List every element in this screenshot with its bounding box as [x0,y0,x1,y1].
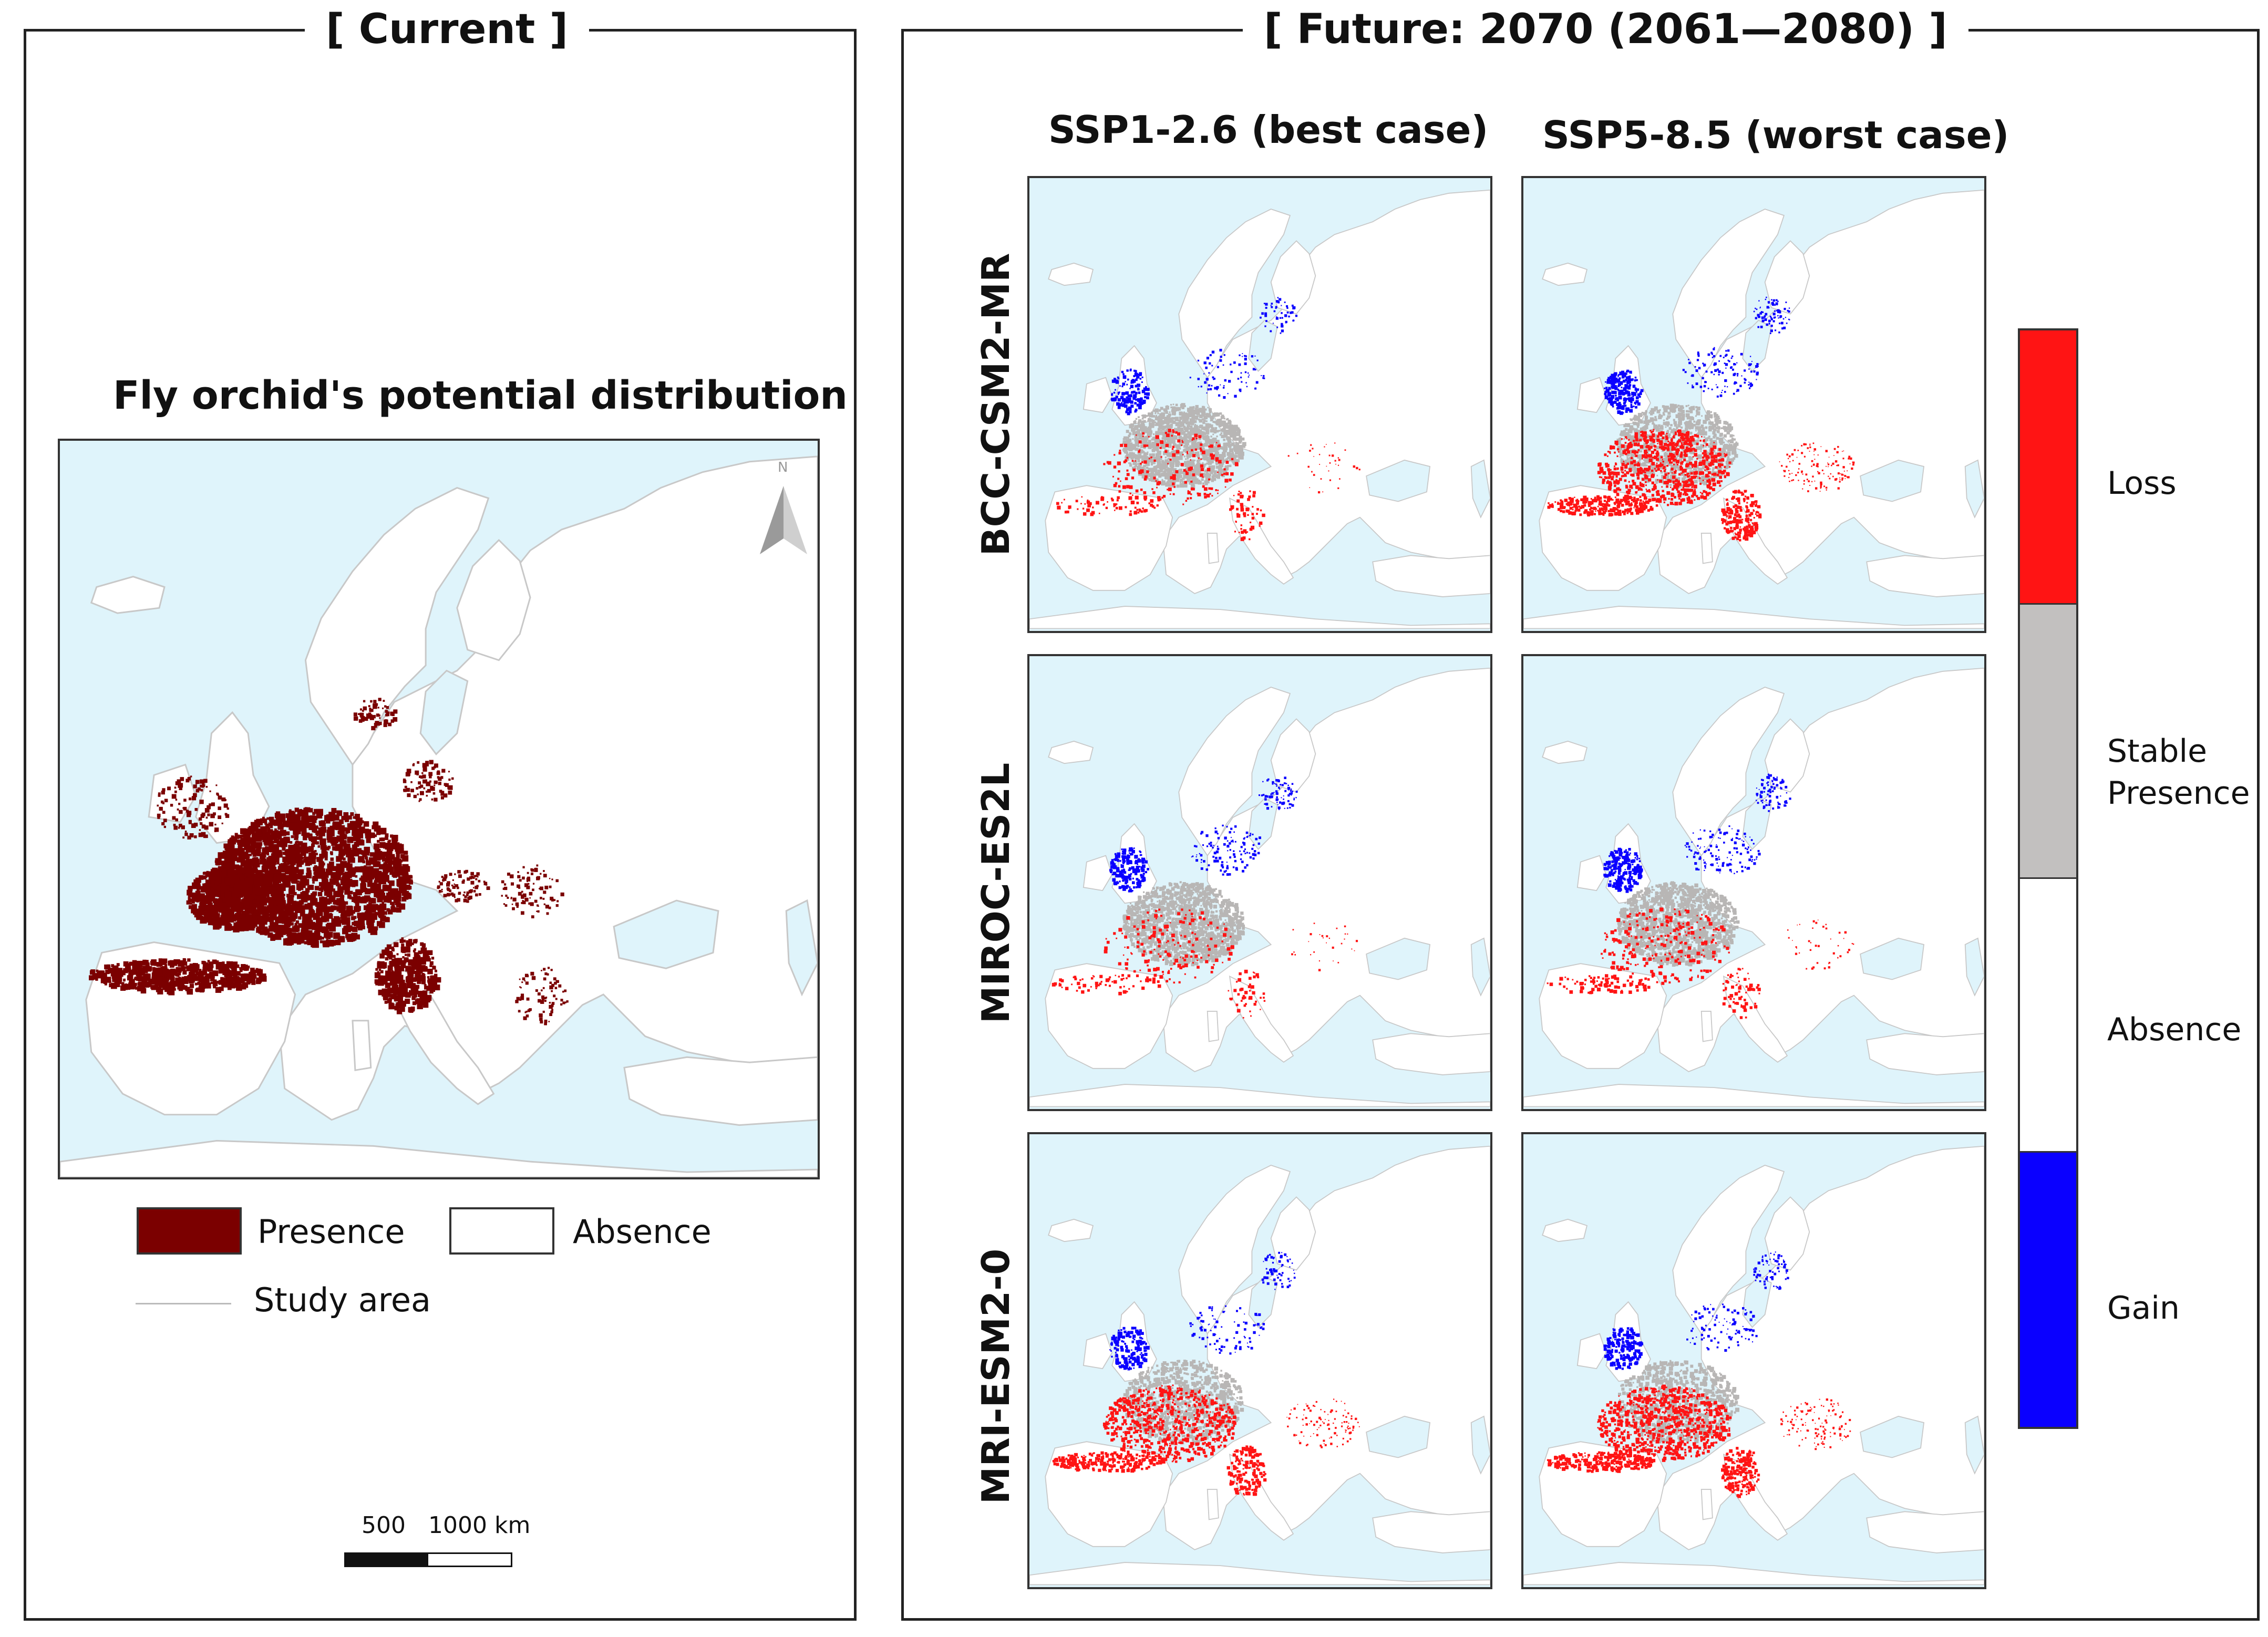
presence-layer [89,698,569,1025]
future-map-bcc-ssp126 [1027,176,1492,633]
current-panel-title: [ Current ] [305,3,590,56]
change-legend-bar [2018,328,2078,1429]
scenario-header-ssp126: SSP1-2.6 (best case) [1048,108,1489,152]
legend-stable-swatch [2020,604,2076,879]
scenario-header-ssp585: SSP5-8.5 (worst case) [1542,113,2009,157]
legend-absence-label: Absence [573,1213,712,1251]
model-label-miroc: MIROC-ES2L [974,762,1018,1024]
legend-study-area-line [136,1303,231,1304]
scale-bar [344,1552,512,1567]
legend-presence-swatch [137,1207,242,1255]
legend-study-area-label: Study area [254,1281,431,1319]
scale-label-500: 500 [362,1512,406,1539]
north-arrow-icon [760,486,807,554]
future-map-bcc-ssp585 [1521,176,1986,633]
legend-gain-label: Gain [2107,1290,2180,1327]
legend-stable-label: Stable Presence [2107,733,2250,812]
model-label-bcc: BCC-CSM2-MR [974,253,1018,556]
north-label: N [778,460,788,475]
current-map-title: Fly orchid's potential distribution [113,373,848,418]
legend-gain-swatch [2020,1153,2076,1427]
future-panel-title: [ Future: 2070 (2061—2080) ] [1243,3,1968,56]
legend-absence-swatch [449,1207,554,1255]
model-label-mri: MRI-ESM2-0 [974,1248,1018,1505]
legend-loss-label: Loss [2107,465,2177,502]
scale-label-1000: 1000 km [428,1512,531,1539]
legend-presence-label: Presence [257,1213,405,1251]
current-map-svg [60,455,818,1177]
future-map-miroc-ssp585 [1521,654,1986,1111]
legend-absence-swatch-future [2020,878,2076,1153]
future-map-miroc-ssp126 [1027,654,1492,1111]
legend-loss-swatch [2020,330,2076,605]
current-map: N [58,439,820,1179]
future-map-mri-ssp126 [1027,1132,1492,1589]
future-map-mri-ssp585 [1521,1132,1986,1589]
legend-absence-label-future: Absence [2107,1011,2242,1048]
